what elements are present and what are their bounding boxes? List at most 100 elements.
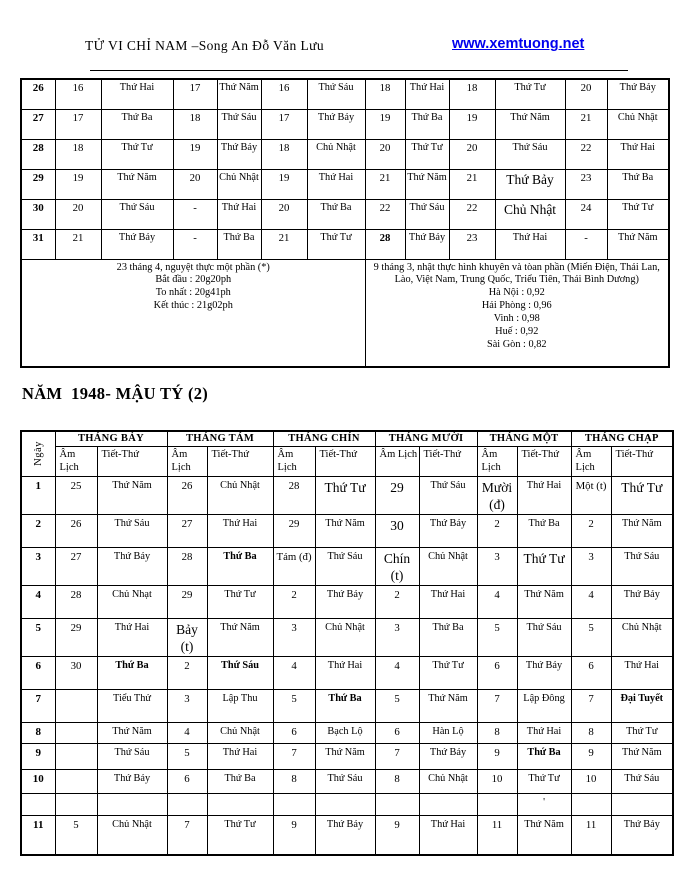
date-number-cell: 10 <box>570 768 612 794</box>
weekday-cell <box>610 792 674 816</box>
month-header: Ngày THÁNG BẢY THÁNG TÁM THÁNG CHÍN THÁNG MƯ… <box>20 430 674 477</box>
month-header-cell: THÁNG CHẠP <box>570 430 674 447</box>
date-number-cell: 18 <box>260 138 308 170</box>
weekday-cell: Thứ Bảy <box>610 584 674 619</box>
weekday-cell <box>314 792 376 816</box>
weekday-cell: Thứ Tư <box>306 228 366 260</box>
date-number-cell: 27 <box>166 513 208 548</box>
day-number-cell: 11 <box>20 814 56 856</box>
date-number-cell: - <box>172 198 218 230</box>
date-number-cell: 5 <box>476 617 518 657</box>
date-number-cell: Tám (đ) <box>272 546 316 586</box>
subheader-cell: Âm Lịch <box>570 445 612 477</box>
weekday-cell: Thứ Ba <box>216 228 262 260</box>
weekday-cell: Thứ Ba <box>100 108 174 140</box>
date-number-cell: 10 <box>476 768 518 794</box>
date-number-cell: 18 <box>172 108 218 140</box>
website-link[interactable]: www.xemtuong.net <box>452 36 585 52</box>
date-number-cell: 7 <box>166 814 208 856</box>
note-line: Kết thúc : 21g02ph <box>153 300 233 312</box>
weekday-cell: Đại Tuyết <box>610 688 674 723</box>
weekday-cell: Thứ Bảy <box>96 546 168 586</box>
weekday-cell: Thứ Hai <box>206 513 274 548</box>
date-number-cell: 7 <box>476 688 518 723</box>
note-line: Huế : 0,92 <box>495 325 539 337</box>
date-number-cell: 5 <box>54 814 98 856</box>
header-divider-line <box>90 70 628 71</box>
date-number-cell: - <box>564 228 608 260</box>
weekday-cell: Thứ Bảy <box>404 228 450 260</box>
date-number-cell: 2 <box>570 513 612 548</box>
weekday-cell: Hàn Lộ <box>418 721 478 744</box>
calendar-row: 28 18 Thứ Tư 19 Thứ Bảy 18 Chủ Nhật 20 Thứ Tư 20 T… <box>20 138 670 170</box>
weekday-cell: Thứ Tư <box>606 198 670 230</box>
subheader-cell: Tiết-Thứ <box>206 445 274 477</box>
note-line: Hải Phòng : 0,96 <box>481 300 552 312</box>
calendar-row: 6 30 Thứ Ba 2 Thứ Sáu 4 Thứ Hai 4 Thứ Tư 6 Thứ Bảy… <box>20 655 674 690</box>
date-number-cell: 25 <box>54 475 98 515</box>
weekday-cell <box>206 792 274 816</box>
weekday-cell: Thứ Tư <box>314 475 376 515</box>
weekday-cell: Lập Thu <box>206 688 274 723</box>
date-number-cell: 3 <box>476 546 518 586</box>
date-number-cell <box>54 742 98 770</box>
subheader-cell: Âm Lịch <box>476 445 518 477</box>
date-number-cell: 6 <box>570 655 612 690</box>
date-number-cell <box>54 768 98 794</box>
date-number-cell: 4 <box>166 721 208 744</box>
day-column-header: Ngày <box>20 430 56 477</box>
date-number-cell: 9 <box>272 814 316 856</box>
weekday-cell: Thứ Hai <box>100 78 174 110</box>
date-number-cell: 28 <box>54 584 98 619</box>
date-number-cell: 20 <box>54 198 102 230</box>
date-number-cell <box>166 792 208 816</box>
weekday-cell: Lập Đông <box>516 688 572 723</box>
lunar-eclipse-note: 23 tháng 4, nguyệt thực một phần (*) Bắt … <box>20 258 366 367</box>
date-number-cell: 3 <box>374 617 420 657</box>
weekday-cell: Chủ Nhật <box>306 138 366 170</box>
date-number-cell: 26 <box>54 513 98 548</box>
date-number-cell <box>476 792 518 816</box>
weekday-cell: Thứ Hai <box>306 168 366 200</box>
date-number-cell: 21 <box>364 168 406 200</box>
calendar-row: 27 17 Thứ Ba 18 Thứ Sáu 17 Thứ Bảy 19 Thứ Ba 19 Th… <box>20 108 670 140</box>
weekday-cell: Chủ Nhật <box>494 198 566 230</box>
date-number-cell: 8 <box>476 721 518 744</box>
weekday-cell: Thứ Sáu <box>404 198 450 230</box>
weekday-cell: Thứ Sáu <box>494 138 566 170</box>
date-number-cell <box>54 688 98 723</box>
date-number-cell: 22 <box>448 198 496 230</box>
weekday-cell: Thứ Sáu <box>306 78 366 110</box>
date-number-cell: 2 <box>374 584 420 619</box>
calendar-table-top-body: 26 16 Thứ Hai 17 Thứ Năm 16 Thứ Sáu 18 Thứ Hai 18… <box>20 78 670 260</box>
weekday-cell: Thứ Tư <box>100 138 174 170</box>
weekday-cell: Thứ Bảy <box>314 584 376 619</box>
subheader-cell: Tiết-Thứ <box>96 445 168 477</box>
date-number-cell: 6 <box>476 655 518 690</box>
date-number-cell: 2 <box>272 584 316 619</box>
spacer-row: ' <box>20 792 674 816</box>
date-number-cell: 18 <box>448 78 496 110</box>
weekday-cell: Thứ Tư <box>610 475 674 515</box>
month-header-cell: THÁNG BẢY <box>54 430 168 447</box>
weekday-cell: Thứ Bảy <box>610 814 674 856</box>
day-number-cell: 5 <box>20 617 56 657</box>
weekday-cell: Thứ Hai <box>516 475 572 515</box>
page-header-title: TỬ VI CHỈ NAM –Song An Đỗ Văn Lưu <box>85 38 324 53</box>
weekday-cell: Thứ Hai <box>314 655 376 690</box>
weekday-cell: Tiểu Thử <box>96 688 168 723</box>
subheader-cell: Tiết-Thứ <box>610 445 674 477</box>
weekday-cell: Chủ Nhật <box>206 475 274 515</box>
weekday-cell: Thứ Sáu <box>418 475 478 515</box>
weekday-cell: Thứ Sáu <box>96 742 168 770</box>
date-number-cell <box>374 792 420 816</box>
date-number-cell: 4 <box>272 655 316 690</box>
weekday-cell: Thứ Bảy <box>418 742 478 770</box>
day-number-cell: 2 <box>20 513 56 548</box>
date-number-cell: 19 <box>172 138 218 170</box>
date-number-cell: 4 <box>374 655 420 690</box>
date-number-cell: 20 <box>564 78 608 110</box>
subheader-cell: Âm Lịch <box>166 445 208 477</box>
day-column-header-label: Ngày <box>32 441 44 467</box>
year-heading: NĂM 1948- MẬU TÝ (2) <box>22 384 209 403</box>
